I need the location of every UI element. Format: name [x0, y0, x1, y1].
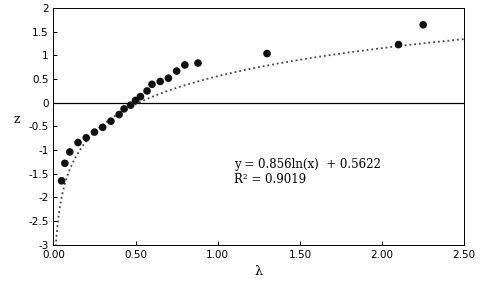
Point	[58, 179, 65, 183]
Point	[181, 62, 189, 67]
Point	[194, 61, 202, 65]
Point	[91, 130, 98, 134]
Point	[127, 103, 134, 107]
Text: y = 0.856ln(x)  + 0.5622
R² = 0.9019: y = 0.856ln(x) + 0.5622 R² = 0.9019	[234, 158, 381, 185]
Point	[263, 51, 271, 56]
Point	[107, 119, 115, 124]
Point	[99, 125, 107, 130]
Point	[143, 89, 151, 93]
Point	[420, 22, 427, 27]
Point	[115, 112, 123, 117]
Point	[120, 107, 128, 111]
Point	[173, 69, 180, 73]
Point	[74, 140, 82, 145]
Point	[83, 135, 90, 140]
Point	[132, 98, 139, 103]
Y-axis label: z: z	[14, 113, 20, 126]
Point	[156, 79, 164, 84]
Point	[395, 42, 402, 47]
Point	[165, 76, 172, 80]
Point	[61, 161, 69, 166]
Point	[66, 150, 73, 154]
X-axis label: λ: λ	[255, 265, 263, 278]
Point	[148, 82, 156, 87]
Point	[137, 94, 144, 99]
